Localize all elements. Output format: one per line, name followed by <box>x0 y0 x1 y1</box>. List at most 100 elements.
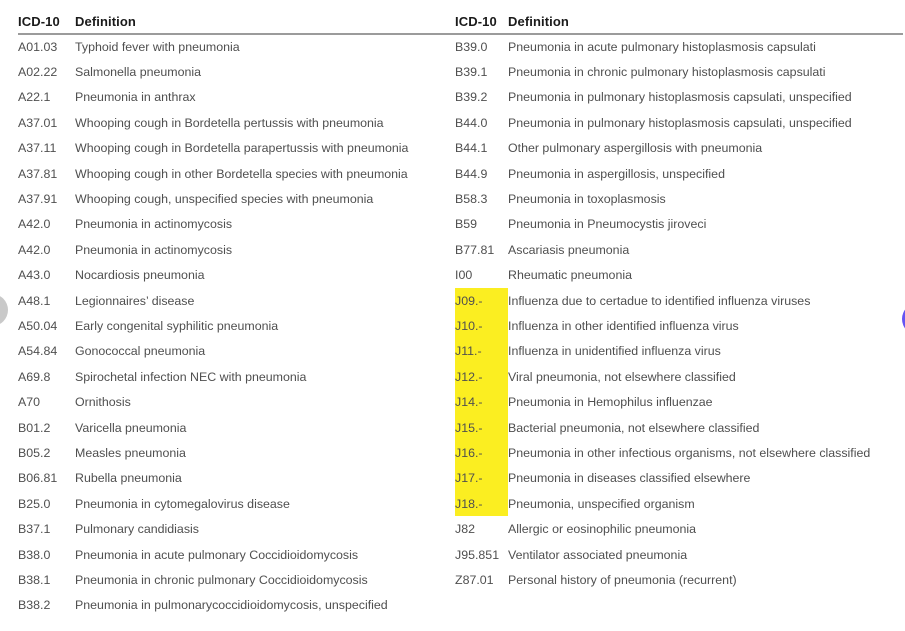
table-row: B38.2 Pneumonia in pulmonarycoccidioidom… <box>18 593 455 618</box>
icd10-code-cell: B38.1 <box>18 572 51 587</box>
definition-cell: Pneumonia in chronic pulmonary Coccidioi… <box>75 572 368 587</box>
table-row: B59 Pneumonia in Pneumocystis jiroveci <box>455 212 903 237</box>
icd10-code-cell: A37.11 <box>18 141 57 156</box>
icd10-code-cell: J17.- <box>455 465 508 492</box>
table-row: A54.84 Gonococcal pneumonia <box>18 339 455 364</box>
table-row: A70 Ornithosis <box>18 389 455 414</box>
definition-cell: Whooping cough in Bordetella pertussis w… <box>75 115 384 130</box>
icd10-code-cell: B39.0 <box>455 39 488 54</box>
table-row: B58.3 Pneumonia in toxoplasmosis <box>455 186 903 211</box>
definition-cell: Pneumonia in acute pulmonary histoplasmo… <box>508 39 816 54</box>
icd10-code-cell: A37.01 <box>18 115 58 130</box>
icd10-code-cell: B37.1 <box>18 522 51 537</box>
icd10-code-cell: B44.0 <box>455 115 488 130</box>
table-row: A37.11 Whooping cough in Bordetella para… <box>18 136 455 161</box>
definition-cell: Pneumonia in chronic pulmonary histoplas… <box>508 65 826 80</box>
table-row: B44.1 Other pulmonary aspergillosis with… <box>455 136 903 161</box>
definition-cell: Pneumonia, unspecified organism <box>508 496 695 511</box>
icd10-code-cell: B58.3 <box>455 192 488 207</box>
icd10-code-cell: B06.81 <box>18 471 58 486</box>
definition-cell: Measles pneumonia <box>75 445 186 460</box>
icd10-code-cell: J12.- <box>455 364 508 390</box>
definition-cell: Salmonella pneumonia <box>75 65 202 80</box>
icd10-code-cell: B38.0 <box>18 547 51 562</box>
prev-nav-circle-partial[interactable] <box>0 294 8 326</box>
table-row: J95.851 Ventilator associated pneumonia <box>455 542 903 567</box>
table-row: B38.0 Pneumonia in acute pulmonary Cocci… <box>18 542 455 567</box>
icd10-code-cell: A43.0 <box>18 268 51 283</box>
definition-cell: Pneumonia in toxoplasmosis <box>508 192 666 207</box>
definition-cell: Pneumonia in anthrax <box>75 90 196 105</box>
table-row: A48.1 Legionnaires’ disease <box>18 288 455 313</box>
table-row: J09.- Influenza due to certadue to ident… <box>455 287 903 314</box>
table-row: B44.0 Pneumonia in pulmonary histoplasmo… <box>455 110 903 135</box>
table-row: Z87.01 Personal history of pneumonia (re… <box>455 567 903 592</box>
icd10-code-cell: J11.- <box>455 338 508 365</box>
definition-cell: Allergic or eosinophilic pneumonia <box>508 522 697 537</box>
table-row: J12.- Viral pneumonia, not elsewhere cla… <box>455 364 903 390</box>
definition-cell: Pneumonia in aspergillosis, unspecified <box>508 166 725 181</box>
icd10-code-cell: B44.1 <box>455 141 488 156</box>
icd10-code-cell: B44.9 <box>455 166 488 181</box>
icd10-code-cell: A37.91 <box>18 192 58 207</box>
definition-cell: Whooping cough in Bordetella parapertuss… <box>75 141 409 156</box>
table-row: J14.- Pneumonia in Hemophilus influenzae <box>455 389 903 415</box>
table-row: B01.2 Varicella pneumonia <box>18 415 455 440</box>
definition-cell: Whooping cough, unspecified species with… <box>75 192 374 207</box>
definition-cell: Pneumonia in pulmonarycoccidioidomycosis… <box>75 598 388 613</box>
definition-cell: Ornithosis <box>75 395 131 410</box>
table-row: I00 Rheumatic pneumonia <box>455 263 903 288</box>
definition-cell: Early congenital syphilitic pneumonia <box>75 318 279 333</box>
table-row: B25.0 Pneumonia in cytomegalovirus disea… <box>18 491 455 516</box>
icd10-code-cell: A54.84 <box>18 344 58 359</box>
icd10-code-cell: A69.8 <box>18 369 51 384</box>
definition-cell: Personal history of pneumonia (recurrent… <box>508 572 737 587</box>
icd10-code-cell: J09.- <box>455 287 508 314</box>
table-row: A37.91 Whooping cough, unspecified speci… <box>18 186 455 211</box>
table-row: A69.8 Spirochetal infection NEC with pne… <box>18 364 455 389</box>
table-row: J17.- Pneumonia in diseases classified e… <box>455 465 903 492</box>
definition-cell: Spirochetal infection NEC with pneumonia <box>75 369 307 384</box>
icd10-code-cell: J95.851 <box>455 547 500 562</box>
table-row: J15.- Bacterial pneumonia, not elsewhere… <box>455 414 903 441</box>
icd10-code-cell: I00 <box>455 268 473 283</box>
icd10-code-cell: B39.2 <box>455 90 488 105</box>
icd10-code-cell: B01.2 <box>18 420 51 435</box>
table-row: J11.- Influenza in unidentified influenz… <box>455 338 903 365</box>
table-row: A42.0 Pneumonia in actinomycosis <box>18 237 455 262</box>
table-row: J82 Allergic or eosinophilic pneumonia <box>455 516 903 541</box>
icd10-code-cell: A22.1 <box>18 90 51 105</box>
table-row: B05.2 Measles pneumonia <box>18 440 455 465</box>
definition-cell: Pneumonia in actinomycosis <box>75 217 233 232</box>
definition-cell: Other pulmonary aspergillosis with pneum… <box>508 141 763 156</box>
table-row: B38.1 Pneumonia in chronic pulmonary Coc… <box>18 567 455 592</box>
definition-cell: Influenza in other identified influenza … <box>508 318 739 333</box>
column-header-definition: Definition <box>75 13 136 29</box>
table-row: A43.0 Nocardiosis pneumonia <box>18 263 455 288</box>
icd10-code-cell: J82 <box>455 522 475 537</box>
definition-cell: Whooping cough in other Bordetella speci… <box>75 166 408 181</box>
icd10-code-cell: J16.- <box>455 440 508 466</box>
definition-cell: Pneumonia in acute pulmonary Coccidioido… <box>75 547 359 562</box>
definition-cell: Influenza due to certadue to identified … <box>508 293 811 308</box>
column-header-icd10: ICD-10 <box>455 13 497 29</box>
definition-cell: Ventilator associated pneumonia <box>508 547 688 562</box>
table-row: A01.03 Typhoid fever with pneumonia <box>18 34 455 59</box>
table-row: A37.01 Whooping cough in Bordetella pert… <box>18 110 455 135</box>
definition-cell: Bacterial pneumonia, not elsewhere class… <box>508 420 760 435</box>
definition-cell: Pneumonia in pulmonary histoplasmosis ca… <box>508 90 852 105</box>
two-column-table: ICD-10 Definition A01.03 Typhoid fever w… <box>18 8 903 618</box>
definition-cell: Viral pneumonia, not elsewhere classifie… <box>508 369 736 384</box>
table-row: A37.81 Whooping cough in other Bordetell… <box>18 161 455 186</box>
definition-cell: Pneumonia in Hemophilus influenzae <box>508 395 713 410</box>
icd10-code-cell: J15.- <box>455 414 508 441</box>
table-row: J16.- Pneumonia in other infectious orga… <box>455 440 903 466</box>
table-row: J18.- Pneumonia, unspecified organism <box>455 491 903 517</box>
table-row: B77.81 Ascariasis pneumonia <box>455 237 903 262</box>
icd10-code-cell: A02.22 <box>18 65 58 80</box>
next-nav-circle-partial[interactable] <box>902 303 905 335</box>
icd10-code-cell: B25.0 <box>18 496 51 511</box>
definition-cell: Ascariasis pneumonia <box>508 242 630 257</box>
table-header-right: ICD-10 Definition <box>455 8 903 34</box>
table-row: A42.0 Pneumonia in actinomycosis <box>18 212 455 237</box>
